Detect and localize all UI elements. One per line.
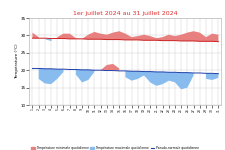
Title: 1er juillet 2024 au 31 juillet 2024: 1er juillet 2024 au 31 juillet 2024 xyxy=(73,11,177,16)
Y-axis label: Température (°C): Température (°C) xyxy=(14,44,18,79)
Legend: Température minimale quotidienne, Pseudo-normale quotidienne, Température maxima: Température minimale quotidienne, Pseudo… xyxy=(31,146,198,150)
